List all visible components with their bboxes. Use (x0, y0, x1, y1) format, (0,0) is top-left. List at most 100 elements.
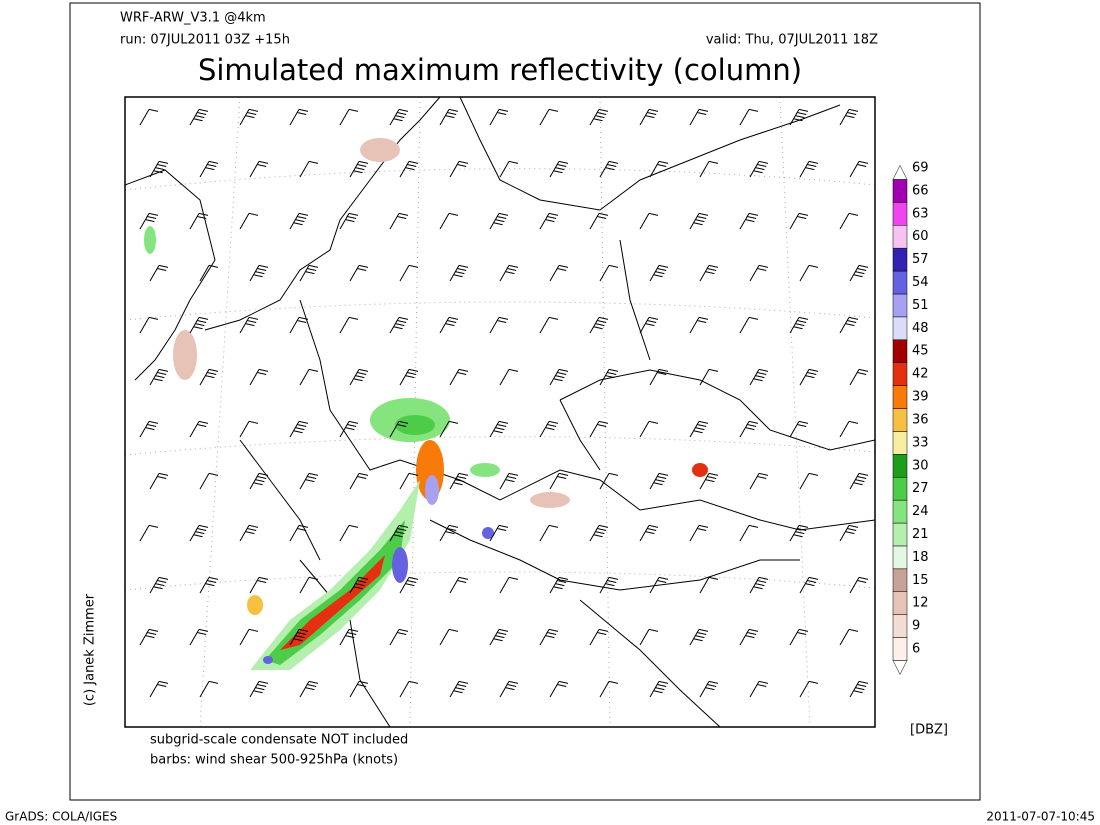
wind-barb (649, 576, 669, 594)
wind-barb (839, 212, 859, 230)
color-box (892, 316, 908, 341)
wind-barb (299, 264, 319, 282)
colorbar-label: 18 (912, 550, 929, 565)
wind-barb (139, 316, 159, 334)
wind-barb (199, 264, 219, 282)
echo (250, 480, 420, 670)
colorbar-label: 51 (912, 298, 929, 313)
software-label: GrADS: COLA/IGES (5, 810, 117, 824)
colorbar-label: 54 (912, 275, 929, 290)
echo (360, 138, 400, 162)
color-box (892, 408, 908, 432)
wind-barb (839, 420, 859, 438)
wind-barb (199, 576, 219, 594)
wind-barb (799, 368, 819, 386)
wind-barb (689, 628, 709, 646)
wind-barb (539, 316, 559, 334)
colorbar-label: 15 (912, 573, 929, 588)
wind-barb (689, 420, 709, 438)
wind-barb (599, 160, 619, 178)
color-box (892, 270, 908, 295)
wind-barb (699, 472, 719, 490)
wind-barb (549, 472, 569, 490)
wind-barb (489, 108, 509, 126)
wind-barb (489, 420, 509, 438)
wind-barb (389, 628, 409, 646)
wind-barb (789, 212, 809, 230)
wind-barb (149, 264, 169, 282)
wind-barb (239, 316, 259, 334)
map-background (125, 97, 875, 727)
wind-barb (149, 680, 169, 698)
colorbar-label: 36 (912, 412, 929, 427)
parallel (124, 301, 876, 321)
coastline (204, 96, 441, 331)
reflectivity-field (144, 138, 708, 670)
wind-barb (799, 264, 819, 282)
wind-barb (249, 576, 269, 594)
wind-barb (699, 160, 719, 178)
wind-barb (189, 316, 209, 334)
outer-frame (69, 2, 981, 801)
wind-barb (589, 524, 609, 542)
wind-barb (639, 628, 659, 646)
wind-barb (749, 264, 769, 282)
wind-barb (149, 368, 169, 386)
wind-barb (749, 576, 769, 594)
wind-barb (849, 680, 869, 698)
color-box (892, 339, 908, 363)
wind-barb (649, 264, 669, 282)
parallel (124, 571, 876, 591)
echo (395, 415, 435, 435)
wind-barb (199, 160, 219, 178)
coastline (124, 169, 216, 381)
wind-barb (739, 108, 759, 126)
model-label: WRF-ARW_V3.1 @4km (120, 11, 266, 26)
wind-barb (489, 316, 509, 334)
wind-barb (299, 160, 319, 178)
wind-barb (849, 576, 869, 594)
wind-barb (589, 108, 609, 126)
colorbar-label: 66 (912, 183, 929, 198)
wind-barb (389, 316, 409, 334)
wind-barb (149, 160, 169, 178)
colorbar-label: 6 (912, 642, 920, 657)
wind-barb (439, 524, 459, 542)
echo (280, 555, 385, 650)
border (429, 519, 800, 591)
wind-barb (749, 472, 769, 490)
wind-barb (239, 108, 259, 126)
wind-barb (289, 420, 309, 438)
wind-barb (799, 680, 819, 698)
wind-barb (439, 316, 459, 334)
wind-barb (799, 160, 819, 178)
wind-barb (489, 524, 509, 542)
wind-barb (749, 368, 769, 386)
wind-barb (299, 576, 319, 594)
wind-barb (739, 628, 759, 646)
wind-barb (339, 628, 359, 646)
color-box (892, 225, 908, 249)
echo (265, 520, 405, 665)
colorbar-label: 48 (912, 321, 929, 336)
wind-barb (139, 628, 159, 646)
wind-barb (189, 420, 209, 438)
wind-barb (739, 524, 759, 542)
coastline (579, 599, 721, 728)
wind-barb (599, 680, 619, 698)
color-box (892, 591, 908, 615)
colorbar-label: 12 (912, 596, 929, 611)
wind-barb (639, 524, 659, 542)
wind-barb (399, 472, 419, 490)
wind-barb (149, 472, 169, 490)
border (559, 399, 601, 471)
wind-barb (789, 628, 809, 646)
wind-barb (439, 420, 459, 438)
wind-barb (639, 316, 659, 334)
wind-barb (289, 108, 309, 126)
color-box (892, 499, 908, 524)
wind-barb (839, 316, 859, 334)
colorbar-label: 60 (912, 229, 929, 244)
color-box (892, 202, 908, 226)
